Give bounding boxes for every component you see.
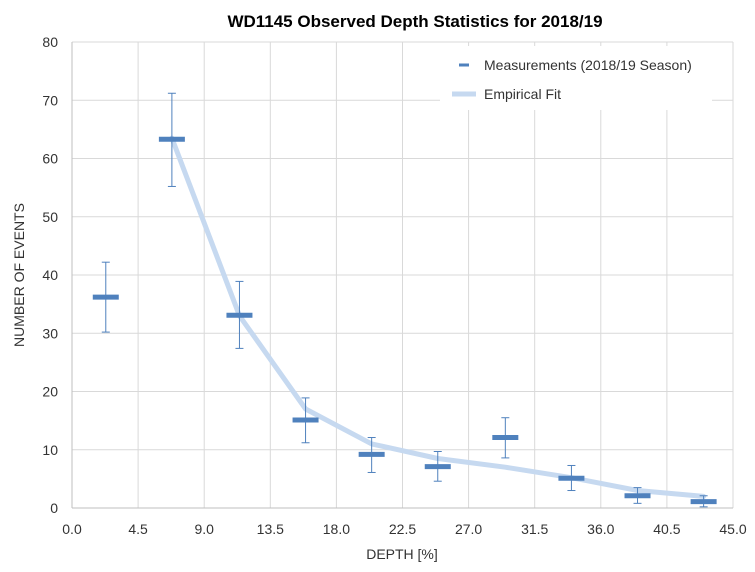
x-tick-label: 18.0: [323, 521, 350, 537]
x-axis-ticks: 0.0 4.5 9.0 13.5 18.0 22.5 27.0 31.5 36.0 40.5 45.…: [62, 521, 747, 537]
y-tick-label: 10: [42, 442, 58, 458]
measurement-point: [226, 280, 253, 349]
x-tick-label: 45.0: [719, 521, 746, 537]
legend-label-empirical-fit: Empirical Fit: [484, 86, 561, 102]
x-tick-label: 31.5: [521, 521, 548, 537]
legend-label-measurements: Measurements (2018/19 Season): [484, 57, 692, 73]
y-tick-label: 50: [42, 209, 58, 225]
x-tick-label: 27.0: [455, 521, 482, 537]
measurement-point: [558, 464, 585, 492]
measurement-point: [92, 261, 119, 333]
y-axis-ticks: 0 10 20 30 40 50 60 70 80: [42, 34, 58, 516]
measurement-point: [690, 495, 717, 508]
measurement-point: [492, 417, 519, 459]
measurement-point: [424, 450, 451, 482]
measurement-point: [624, 487, 651, 504]
y-tick-label: 0: [50, 500, 58, 516]
measurement-point: [358, 437, 385, 473]
x-tick-label: 40.5: [653, 521, 680, 537]
axes: [71, 42, 733, 509]
x-tick-label: 13.5: [257, 521, 284, 537]
chart-title: WD1145 Observed Depth Statistics for 201…: [227, 12, 602, 31]
measurement-point: [158, 92, 185, 187]
y-tick-label: 40: [42, 267, 58, 283]
y-tick-label: 20: [42, 384, 58, 400]
measurements-series: [92, 92, 717, 508]
legend-item-measurements: Measurements (2018/19 Season): [459, 57, 692, 73]
x-tick-label: 4.5: [128, 521, 148, 537]
x-tick-label: 22.5: [389, 521, 416, 537]
legend-item-empirical-fit: Empirical Fit: [452, 86, 561, 102]
y-tick-label: 30: [42, 325, 58, 341]
y-axis-title: NUMBER OF EVENTS: [11, 203, 27, 347]
y-tick-label: 70: [42, 92, 58, 108]
legend: Measurements (2018/19 Season) Empirical …: [440, 46, 712, 110]
y-tick-label: 80: [42, 34, 58, 50]
x-axis-title: DEPTH [%]: [366, 546, 438, 562]
x-tick-label: 36.0: [587, 521, 614, 537]
y-tick-label: 60: [42, 151, 58, 167]
x-tick-label: 9.0: [194, 521, 214, 537]
legend-background: [440, 46, 712, 110]
measurement-point: [292, 397, 319, 444]
grid: [72, 41, 734, 508]
x-tick-label: 0.0: [62, 521, 82, 537]
